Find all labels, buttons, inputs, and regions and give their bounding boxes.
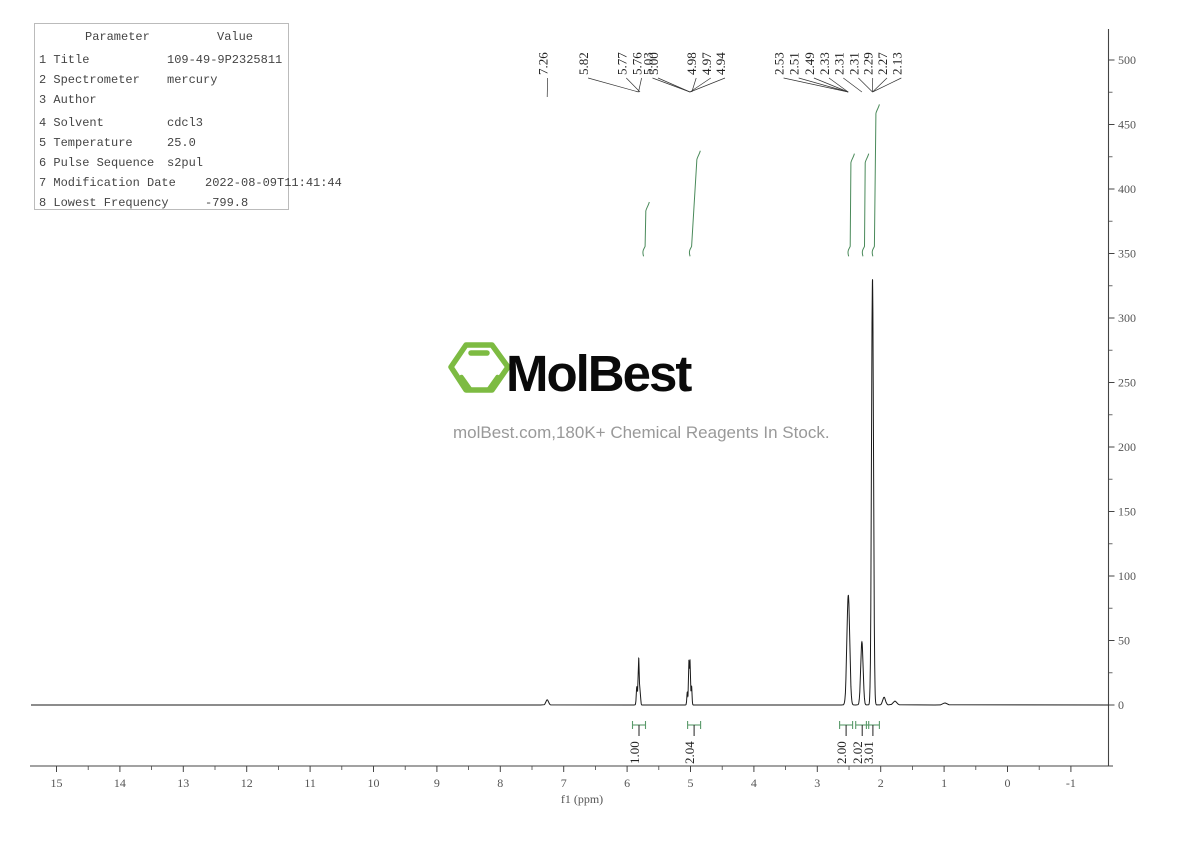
svg-text:9: 9 — [434, 776, 440, 790]
svg-text:250: 250 — [1118, 376, 1136, 390]
svg-text:50: 50 — [1118, 634, 1130, 648]
svg-text:400: 400 — [1118, 182, 1136, 196]
svg-text:3: 3 — [814, 776, 820, 790]
svg-text:15: 15 — [51, 776, 63, 790]
svg-text:2.51: 2.51 — [787, 52, 802, 75]
svg-text:4.97: 4.97 — [699, 52, 714, 75]
svg-text:5.82: 5.82 — [576, 52, 591, 75]
svg-text:300: 300 — [1118, 311, 1136, 325]
svg-text:2.31: 2.31 — [831, 52, 846, 75]
svg-text:5: 5 — [688, 776, 694, 790]
svg-text:450: 450 — [1118, 118, 1136, 132]
svg-text:2.00: 2.00 — [834, 741, 849, 764]
svg-text:2.27: 2.27 — [875, 52, 890, 75]
svg-text:14: 14 — [114, 776, 126, 790]
svg-text:2.29: 2.29 — [861, 52, 876, 75]
svg-text:350: 350 — [1118, 247, 1136, 261]
svg-text:0: 0 — [1118, 698, 1124, 712]
svg-text:3.01: 3.01 — [861, 741, 876, 764]
svg-text:2.04: 2.04 — [682, 741, 697, 764]
svg-text:2: 2 — [878, 776, 884, 790]
svg-text:5.77: 5.77 — [614, 52, 629, 75]
svg-text:-1: -1 — [1066, 776, 1076, 790]
svg-text:7.26: 7.26 — [536, 52, 551, 75]
svg-text:1.00: 1.00 — [627, 741, 642, 764]
svg-text:4: 4 — [751, 776, 757, 790]
svg-text:2.31: 2.31 — [846, 52, 861, 75]
svg-text:100: 100 — [1118, 569, 1136, 583]
svg-text:2.53: 2.53 — [772, 52, 787, 75]
svg-text:10: 10 — [368, 776, 380, 790]
svg-text:5.00: 5.00 — [646, 52, 661, 75]
svg-text:6: 6 — [624, 776, 630, 790]
svg-text:2.13: 2.13 — [889, 52, 904, 75]
svg-text:12: 12 — [241, 776, 253, 790]
svg-text:4.94: 4.94 — [713, 52, 728, 75]
svg-text:1: 1 — [941, 776, 947, 790]
svg-text:11: 11 — [304, 776, 316, 790]
svg-text:200: 200 — [1118, 440, 1136, 454]
svg-text:13: 13 — [177, 776, 189, 790]
svg-text:150: 150 — [1118, 505, 1136, 519]
svg-text:0: 0 — [1005, 776, 1011, 790]
svg-text:4.98: 4.98 — [684, 52, 699, 75]
svg-text:7: 7 — [561, 776, 567, 790]
svg-text:8: 8 — [497, 776, 503, 790]
svg-text:2.49: 2.49 — [802, 52, 817, 75]
svg-text:f1 (ppm): f1 (ppm) — [561, 792, 603, 806]
svg-text:2.33: 2.33 — [817, 52, 832, 75]
svg-text:500: 500 — [1118, 53, 1136, 67]
